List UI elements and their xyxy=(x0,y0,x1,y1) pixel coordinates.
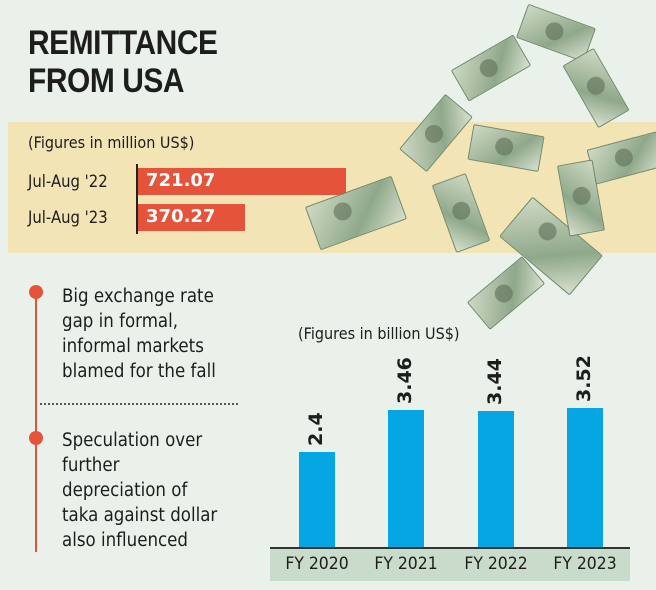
bullet-text-2: Speculation over further depreciation of… xyxy=(62,428,217,553)
vbar-fy-2021 xyxy=(388,410,424,547)
dotted-separator xyxy=(40,403,238,405)
vbar-fy-2022 xyxy=(478,411,514,547)
bullet-dot xyxy=(29,431,43,445)
hbar-axis xyxy=(136,164,138,234)
x-tick-label: FY 2023 xyxy=(553,554,617,574)
line: informal markets xyxy=(62,336,204,357)
line: also influenced xyxy=(62,530,188,551)
x-tick-label: FY 2022 xyxy=(464,554,528,574)
line: taka against dollar xyxy=(62,505,218,526)
vbar-value-label: 2.4 xyxy=(305,412,327,447)
line: blamed for the fall xyxy=(62,361,216,382)
line: depreciation of xyxy=(62,480,188,501)
hbar: 370.27 xyxy=(138,204,245,231)
hbar-value-label: 721.07 xyxy=(146,170,216,191)
hbar-category: Jul-Aug '22 xyxy=(28,172,108,191)
bullet-dot xyxy=(29,285,43,299)
vbar-value-label: 3.52 xyxy=(573,355,595,402)
title: REMITTANCE FROM USA xyxy=(28,24,218,100)
hbar-category: Jul-Aug '23 xyxy=(28,208,108,227)
monthly-note: (Figures in million US$) xyxy=(28,133,195,152)
annual-note: (Figures in billion US$) xyxy=(298,324,460,343)
line: further xyxy=(62,455,120,476)
vbar-value-label: 3.46 xyxy=(394,357,416,405)
vbar-fy-2023 xyxy=(567,407,603,547)
hbar: 721.07 xyxy=(138,168,346,195)
line: gap in formal, xyxy=(62,311,179,332)
x-tick-label: FY 2021 xyxy=(374,554,438,574)
bullet-line xyxy=(35,292,37,552)
x-axis-band xyxy=(270,547,630,581)
title-line-2: FROM USA xyxy=(28,62,185,100)
line: Big exchange rate xyxy=(62,286,214,307)
hbar-value-label: 370.27 xyxy=(146,206,216,227)
x-tick-label: FY 2020 xyxy=(285,554,349,574)
vbar-value-label: 3.44 xyxy=(484,358,506,406)
bullet-text-1: Big exchange rate gap in formal, informa… xyxy=(62,284,216,384)
line: Speculation over xyxy=(62,430,203,451)
title-line-1: REMITTANCE xyxy=(28,24,218,62)
vbar-fy-2020 xyxy=(299,452,335,547)
